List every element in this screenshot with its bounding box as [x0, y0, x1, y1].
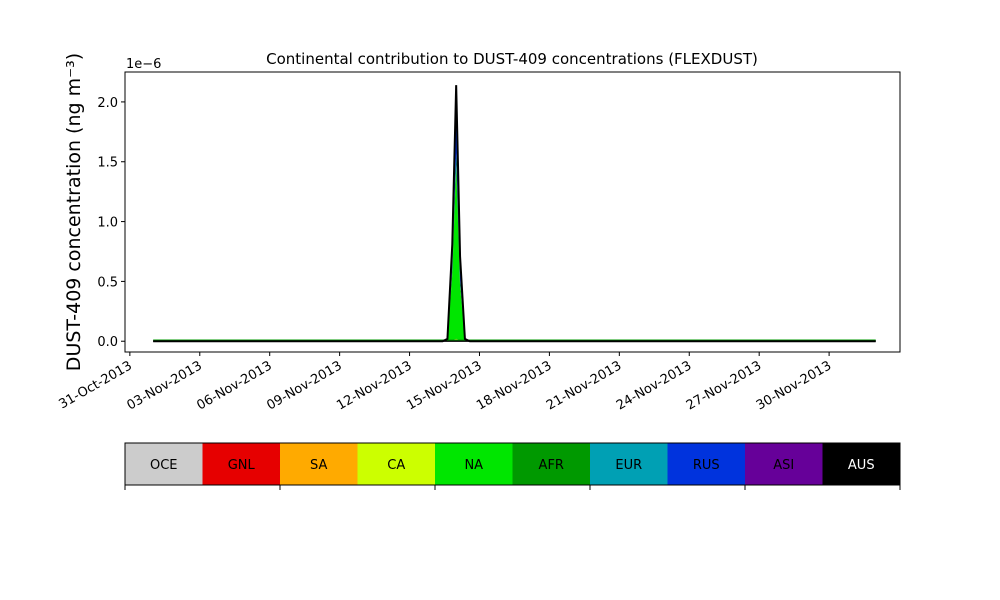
y-tick-label: 2.0: [97, 96, 118, 111]
y-tick-label: 1.5: [97, 156, 118, 171]
x-tick-label: 12-Nov-2013: [334, 358, 414, 413]
legend-label-gnl: GNL: [228, 458, 256, 473]
plot-area: [153, 85, 876, 343]
legend-swatch-na: [435, 443, 513, 485]
chart-title: Continental contribution to DUST-409 con…: [266, 50, 758, 68]
legend-label-sa: SA: [310, 458, 327, 473]
legend-label-ca: CA: [387, 458, 405, 473]
x-tick-label: 06-Nov-2013: [194, 358, 274, 413]
legend-swatch-rus: [667, 443, 746, 485]
legend-swatch-ca: [357, 443, 436, 485]
y-scale-label: 1e−6: [126, 57, 161, 72]
legend-swatch-afr: [512, 443, 591, 485]
x-tick-label: 27-Nov-2013: [684, 358, 764, 413]
legend-swatch-asi: [745, 443, 823, 485]
legend-label-na: NA: [464, 458, 483, 473]
legend-swatch-aus: [822, 443, 901, 485]
plot-frame: [124, 71, 901, 353]
y-tick-label: 1.0: [97, 216, 118, 231]
legend-swatch-sa: [280, 443, 358, 485]
y-axis-label: DUST-409 concentration (ng m⁻³): [63, 53, 85, 371]
legend-swatch-eur: [590, 443, 668, 485]
legend-swatch-gnl: [202, 443, 281, 485]
legend-label-rus: RUS: [693, 458, 720, 473]
x-tick-label: 15-Nov-2013: [404, 358, 484, 413]
y-tick-label: 0.5: [97, 275, 118, 290]
legend-label-eur: EUR: [615, 458, 642, 473]
axes: 0.00.51.01.52.031-Oct-201303-Nov-201306-…: [56, 71, 901, 413]
x-tick-label: 24-Nov-2013: [614, 358, 694, 413]
x-tick-label: 30-Nov-2013: [754, 358, 834, 413]
x-tick-label: 09-Nov-2013: [264, 358, 344, 413]
legend-label-oce: OCE: [150, 458, 178, 473]
legend-frame: [124, 442, 901, 486]
legend-label-aus: AUS: [848, 458, 875, 473]
x-tick-label: 03-Nov-2013: [125, 358, 205, 413]
total-line: [153, 85, 876, 343]
series-area-afr: [153, 153, 876, 342]
legend-label-afr: AFR: [539, 458, 564, 473]
legend-label-asi: ASI: [773, 458, 794, 473]
series-area-na: [153, 165, 876, 342]
legend-colorbar: OCE GNL SA CA NA AFR EUR RUS ASI AUS: [124, 442, 901, 490]
y-tick-label: 0.0: [97, 335, 118, 350]
legend-swatch-oce: [125, 443, 203, 485]
x-tick-label: 18-Nov-2013: [474, 358, 554, 413]
x-tick-label: 21-Nov-2013: [544, 358, 624, 413]
series-area-rus: [153, 87, 876, 342]
